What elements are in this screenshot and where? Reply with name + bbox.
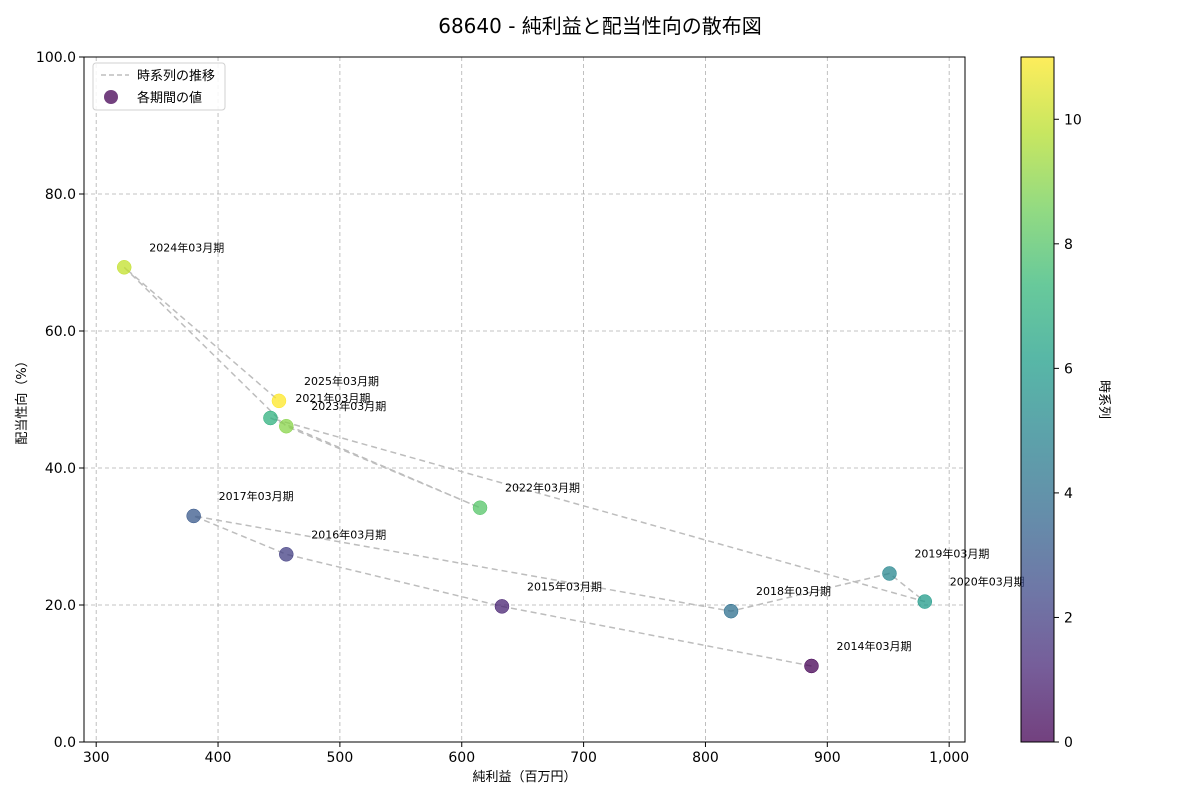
point-label: 2018年03月期 bbox=[756, 584, 831, 598]
colorbar-ticks: 0 2 4 6 8 10 bbox=[1054, 112, 1082, 751]
point-label: 2015年03月期 bbox=[527, 579, 602, 593]
trend-polyline bbox=[123, 266, 926, 667]
x-tick-label: 800 bbox=[692, 750, 719, 766]
y-tick-label: 60.0 bbox=[45, 324, 76, 340]
y-axis-label: 配当性向（%） bbox=[14, 354, 30, 444]
y-tick-label: 40.0 bbox=[45, 461, 76, 477]
y-tick-label: 0.0 bbox=[54, 735, 76, 751]
y-tick-label: 100.0 bbox=[36, 50, 76, 66]
point-label: 2024年03月期 bbox=[149, 240, 224, 254]
point-label: 2020年03月期 bbox=[950, 575, 1025, 589]
x-axis-label: 純利益（百万円） bbox=[472, 770, 576, 785]
legend-marker-swatch bbox=[104, 90, 118, 104]
point-label: 2014年03月期 bbox=[836, 639, 911, 653]
x-tick-label: 700 bbox=[570, 750, 597, 766]
data-point bbox=[882, 566, 897, 581]
data-point bbox=[279, 418, 294, 434]
colorbar-gradient bbox=[1020, 56, 1055, 743]
legend-marker-label: 各期間の値 bbox=[137, 90, 202, 106]
point-label: 2025年03月期 bbox=[304, 374, 379, 388]
colorbar-tick-label: 8 bbox=[1064, 237, 1073, 253]
grid-lines bbox=[84, 56, 965, 743]
point-label: 2016年03月期 bbox=[311, 527, 386, 541]
data-point bbox=[723, 603, 739, 619]
data-point bbox=[271, 393, 287, 409]
plot-frame bbox=[83, 56, 966, 743]
x-tick-label: 600 bbox=[448, 750, 475, 766]
data-point bbox=[472, 500, 488, 515]
data-point bbox=[279, 547, 294, 562]
x-tick-label: 300 bbox=[83, 750, 110, 766]
point-label: 2023年03月期 bbox=[311, 399, 386, 413]
y-tick-label: 20.0 bbox=[45, 598, 76, 614]
y-axis-ticks: 0.0 20.0 40.0 60.0 80.0 100.0 bbox=[36, 50, 84, 751]
point-label: 2017年03月期 bbox=[219, 489, 294, 503]
colorbar-tick-label: 10 bbox=[1064, 112, 1082, 128]
colorbar-tick-label: 0 bbox=[1064, 735, 1073, 751]
data-point bbox=[116, 260, 132, 275]
legend: 時系列の推移 各期間の値 bbox=[92, 62, 226, 111]
data-point bbox=[494, 599, 510, 614]
data-point bbox=[917, 594, 933, 609]
x-tick-label: 500 bbox=[327, 750, 354, 766]
colorbar-tick-label: 2 bbox=[1064, 610, 1073, 626]
data-point bbox=[186, 508, 201, 524]
point-label: 2022年03月期 bbox=[505, 481, 580, 495]
x-tick-label: 1,000 bbox=[929, 750, 969, 766]
point-label: 2021年03月期 bbox=[295, 391, 370, 405]
colorbar-label: 時系列 bbox=[1096, 380, 1111, 419]
point-label: 2019年03月期 bbox=[914, 546, 989, 560]
chart-title: 68640 - 純利益と配当性向の散布図 bbox=[438, 14, 762, 38]
data-points bbox=[116, 260, 933, 674]
x-axis-ticks: 300 400 500 600 700 800 900 1,000 bbox=[83, 742, 969, 766]
colorbar-tick-label: 4 bbox=[1064, 486, 1073, 502]
data-point bbox=[804, 658, 819, 674]
trend-line bbox=[123, 266, 926, 667]
colorbar-tick-label: 6 bbox=[1064, 361, 1073, 377]
data-point bbox=[263, 410, 278, 426]
legend-line-label: 時系列の推移 bbox=[137, 69, 215, 84]
x-tick-label: 400 bbox=[205, 750, 232, 766]
colorbar: 0 2 4 6 8 10 時系列 bbox=[1020, 56, 1111, 751]
y-tick-label: 80.0 bbox=[45, 187, 76, 203]
point-labels: 2014年03月期 2015年03月期 2016年03月期 2017年03月期 2018… bbox=[149, 240, 1025, 653]
x-tick-label: 900 bbox=[814, 750, 841, 766]
